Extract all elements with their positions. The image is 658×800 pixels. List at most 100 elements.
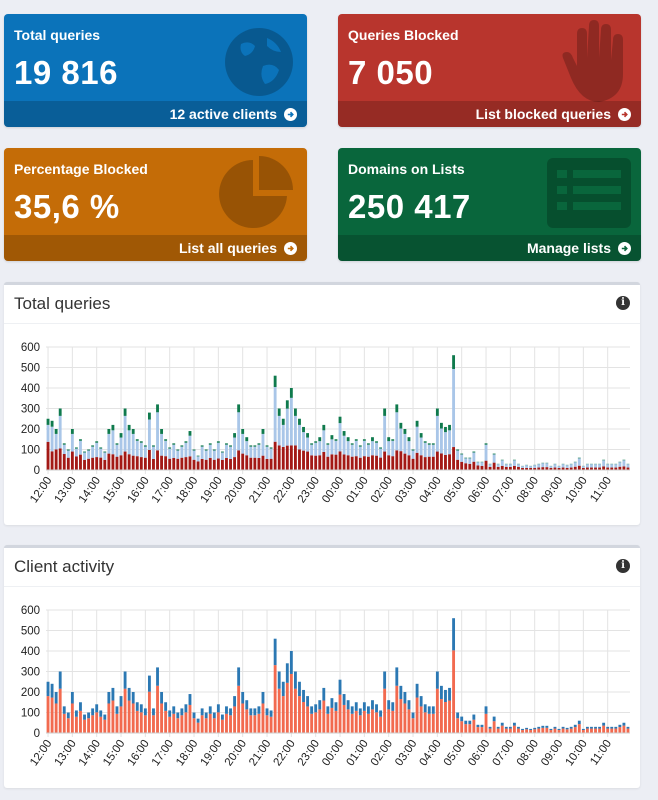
x-tick-label: 05:00	[442, 738, 468, 768]
list-all-queries-link[interactable]: List all queries	[4, 235, 307, 261]
bar-segment	[577, 724, 581, 733]
bar-segment	[488, 728, 492, 733]
bar-segment	[54, 449, 58, 470]
bar-segment	[435, 688, 439, 733]
bar-segment	[196, 722, 200, 733]
bar-segment	[521, 728, 524, 731]
bar-segment	[289, 673, 293, 733]
bar-segment	[74, 447, 78, 449]
bar-segment	[480, 462, 484, 466]
bar-segment	[192, 459, 196, 470]
bar-segment	[87, 458, 91, 470]
bar-segment	[192, 718, 196, 733]
bar-segment	[492, 462, 496, 470]
bar-segment	[188, 435, 192, 457]
bar-segment	[289, 397, 293, 446]
bar-segment	[561, 467, 565, 470]
bar-segment	[565, 467, 569, 470]
bar-segment	[521, 466, 524, 468]
bar-segment	[375, 442, 378, 456]
bar-segment	[233, 706, 237, 733]
manage-lists-link[interactable]: Manage lists	[338, 235, 641, 261]
x-tick-label: 07:00	[490, 475, 516, 505]
bar-segment	[456, 718, 460, 733]
bar-segment	[200, 446, 204, 459]
bar-segment	[472, 461, 476, 470]
x-tick: 22:00	[271, 475, 297, 505]
bar-segment	[164, 702, 168, 711]
bar-segment	[403, 692, 407, 704]
bar-segment	[156, 450, 159, 470]
bar-segment	[143, 708, 147, 716]
bar-segment	[403, 433, 407, 454]
bar-segment	[391, 456, 395, 470]
bar-segment	[184, 441, 188, 443]
bar-segment	[269, 710, 273, 717]
bar-segment	[504, 464, 508, 467]
bar-segment	[249, 445, 253, 447]
bar-segment	[298, 696, 301, 733]
bar-segment	[330, 698, 334, 708]
bar-segment	[379, 447, 383, 449]
bar-segment	[285, 445, 289, 470]
y-tick-label: 200	[21, 687, 40, 699]
bar-segment	[298, 418, 301, 425]
info-icon[interactable]: i	[616, 559, 630, 573]
active-clients-link[interactable]: 12 active clients	[4, 101, 307, 127]
x-tick: 10:00	[563, 475, 589, 505]
bar-segment	[245, 455, 249, 470]
bar-segment	[334, 440, 338, 455]
bar-segment	[103, 719, 107, 733]
bar-segment	[476, 462, 480, 466]
bar-segment	[314, 442, 318, 456]
bar-segment	[103, 452, 107, 460]
bar-segment	[79, 454, 82, 470]
bar-segment	[427, 713, 431, 733]
bar-segment	[468, 463, 472, 470]
bar-segment	[54, 692, 58, 704]
client-activity-chart: 010020030040050060012:0013:0014:0015:001…	[21, 605, 630, 768]
bar-segment	[517, 726, 520, 729]
x-tick: 04:00	[417, 738, 443, 768]
bar-segment	[66, 450, 70, 458]
bar-segment	[281, 418, 285, 425]
info-icon[interactable]: i	[616, 296, 630, 310]
bar-segment	[220, 459, 224, 470]
bar-segment	[565, 729, 569, 733]
bar-segment	[545, 727, 549, 733]
bar-segment	[557, 467, 561, 470]
bar-segment	[565, 465, 569, 468]
bar-segment	[464, 458, 468, 464]
y-tick-label: 500	[21, 626, 40, 638]
bar-segment	[610, 728, 614, 733]
bar-segment	[606, 726, 610, 729]
bar-segment	[83, 452, 86, 460]
bar-segment	[245, 441, 249, 456]
bar-segment	[553, 726, 557, 729]
bar-segment	[241, 453, 245, 470]
bar-segment	[598, 464, 602, 468]
bar-segment	[622, 722, 626, 726]
bar-segment	[265, 445, 269, 447]
list-blocked-queries-link[interactable]: List blocked queries	[338, 101, 641, 127]
bar-segment	[70, 692, 74, 704]
bar-segment	[480, 465, 484, 470]
bar-segment	[525, 465, 529, 468]
bar-segment	[119, 706, 123, 733]
y-tick-label: 200	[21, 424, 40, 436]
bar-segment	[371, 455, 374, 470]
bar-segment	[269, 448, 273, 459]
bar-segment	[431, 444, 435, 457]
bar-segment	[529, 467, 533, 470]
bar-segment	[557, 728, 561, 731]
bar-segment	[549, 730, 553, 733]
bar-segment	[622, 466, 626, 470]
bar-segment	[281, 424, 285, 447]
panel-header: Client activity i	[4, 548, 640, 587]
x-tick: 10:00	[563, 738, 589, 768]
bar-segment	[330, 707, 334, 733]
bar-segment	[383, 671, 387, 689]
bar-segment	[131, 433, 135, 456]
bar-segment	[626, 726, 630, 729]
bar-segment	[391, 439, 395, 441]
